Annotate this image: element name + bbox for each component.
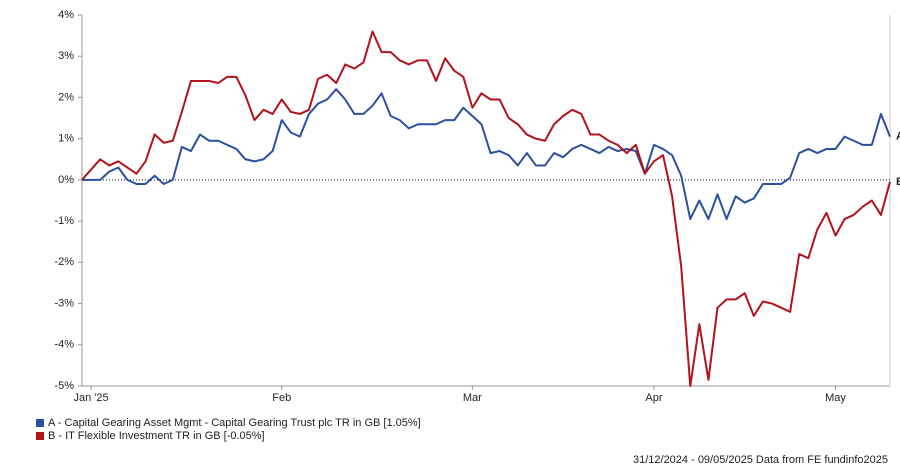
y-tick-label: -1% [54, 215, 74, 227]
y-tick-label: -5% [54, 380, 74, 392]
y-tick-label: -4% [54, 339, 74, 351]
end-label: A [896, 131, 900, 143]
x-tick-label: Feb [272, 392, 291, 404]
y-tick-label: 3% [58, 50, 74, 62]
end-label: B [896, 176, 900, 188]
legend-label: B - IT Flexible Investment TR in GB [-0.… [48, 430, 265, 442]
x-tick-label: Apr [645, 392, 662, 404]
series-line [82, 88, 891, 221]
y-tick-label: 4% [58, 9, 74, 21]
y-tick-label: -3% [54, 297, 74, 309]
legend-swatch [36, 419, 44, 427]
legend-swatch [36, 432, 44, 440]
y-tick-label: 0% [58, 174, 74, 186]
x-tick-label: Jan '25 [74, 392, 109, 404]
y-tick-label: -2% [54, 256, 74, 268]
x-tick-label: Mar [463, 392, 482, 404]
y-tick-label: 1% [58, 133, 74, 145]
legend-label: A - Capital Gearing Asset Mgmt - Capital… [48, 417, 421, 429]
series-line [81, 30, 891, 387]
y-tick-label: 2% [58, 91, 74, 103]
x-tick-label: May [825, 392, 846, 404]
footer: 31/12/2024 - 09/05/2025 Data from FE fun… [633, 454, 888, 466]
